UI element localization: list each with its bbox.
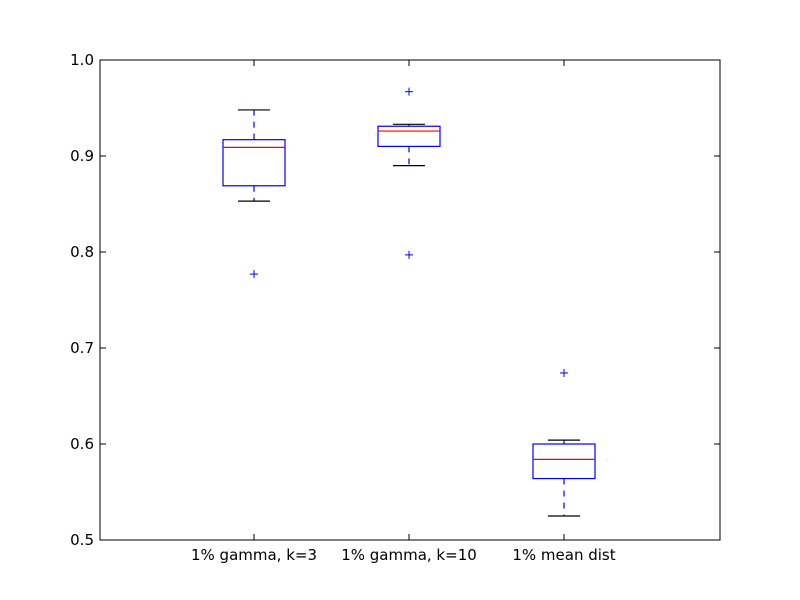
y-tick-label: 0.7 bbox=[70, 339, 94, 357]
x-tick-label: 1% gamma, k=3 bbox=[191, 546, 317, 564]
y-tick-label: 0.6 bbox=[70, 435, 94, 453]
box-2 bbox=[377, 87, 441, 259]
box-series bbox=[222, 87, 596, 517]
y-tick-label: 1.0 bbox=[70, 51, 94, 69]
y-tick-label: 0.9 bbox=[70, 147, 94, 165]
box-3 bbox=[532, 368, 596, 517]
y-axis-ticks: 0.5 0.6 0.7 0.8 0.9 1.0 bbox=[70, 51, 720, 549]
outlier-marker bbox=[560, 368, 568, 377]
box-rect bbox=[377, 125, 441, 147]
box-rect bbox=[532, 443, 596, 480]
x-axis-ticks: 1% gamma, k=3 1% gamma, k=10 1% mean dist bbox=[191, 60, 616, 564]
box-rect bbox=[222, 139, 286, 187]
plot-area-frame bbox=[99, 59, 721, 541]
y-tick-label: 0.8 bbox=[70, 243, 94, 261]
box-1 bbox=[222, 109, 286, 279]
outlier-marker bbox=[250, 270, 258, 279]
y-tick-label: 0.5 bbox=[70, 531, 94, 549]
outlier-marker bbox=[405, 87, 413, 96]
outlier-marker bbox=[405, 250, 413, 259]
x-tick-label: 1% gamma, k=10 bbox=[341, 546, 477, 564]
x-tick-label: 1% mean dist bbox=[512, 546, 615, 564]
